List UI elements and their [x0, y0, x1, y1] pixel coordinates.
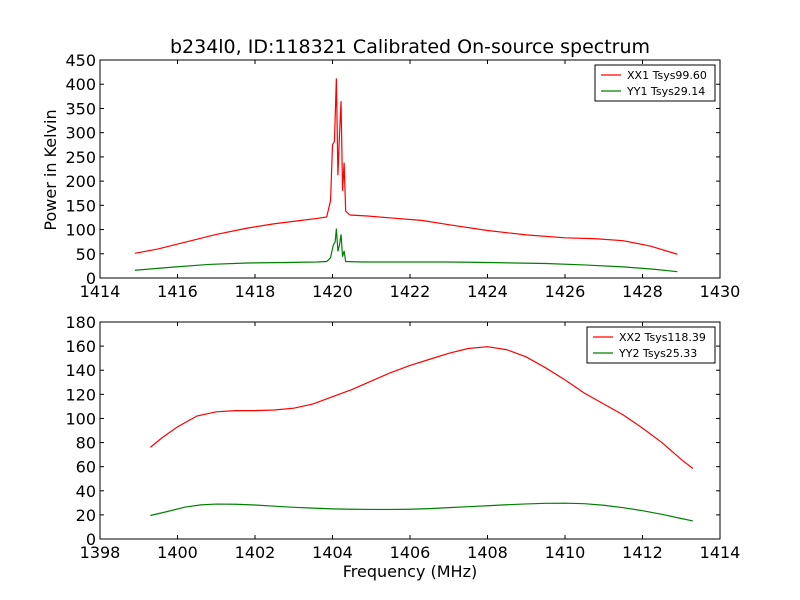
y-tick-label: 40: [76, 482, 96, 501]
x-tick-label: 1410: [545, 543, 586, 562]
x-tick-label: 1422: [390, 282, 431, 301]
y-tick-label: 160: [65, 337, 96, 356]
legend-box: [594, 64, 716, 102]
x-tick-label: 1400: [157, 543, 198, 562]
y-tick-label: 50: [76, 245, 96, 264]
legend-box: [586, 326, 716, 364]
panel-2: 1398 1400 1402 1404 1406 1408 1410 1412 1414 0 20 4…: [65, 313, 740, 562]
x-tick-label: 1414: [80, 282, 121, 301]
y-tick-label: 140: [65, 361, 96, 380]
legend-label: YY1 Tsys29.14: [626, 85, 705, 98]
y-tick-label: 350: [65, 99, 96, 118]
x-tick-label: 1428: [622, 282, 663, 301]
x-tick-label: 1416: [157, 282, 198, 301]
x-tick-label: 1406: [390, 543, 431, 562]
x-axis-label: Frequency (MHz): [343, 562, 477, 581]
y-tick-label: 200: [65, 172, 96, 191]
legend-1: XX1 Tsys99.60 YY1 Tsys29.14: [594, 64, 716, 102]
y-tick-label: 150: [65, 196, 96, 215]
x-tick-label: 1412: [622, 543, 663, 562]
y-tick-label: 80: [76, 434, 96, 453]
series-line-2-2: [150, 502, 693, 522]
y-tick-label: 180: [65, 313, 96, 332]
y-tick-label: 400: [65, 75, 96, 94]
panels-layer: 1414 1416 1418 1420 1422 1424 1426 1428 1430 0 50 1…: [65, 51, 740, 562]
y-tick-label: 60: [76, 458, 96, 477]
y-tick-label: 100: [65, 221, 96, 240]
x-tick-label: 1402: [235, 543, 276, 562]
x-tick-label: 1408: [467, 543, 508, 562]
y-tick-label: 250: [65, 148, 96, 167]
x-tick-label: 1398: [80, 543, 121, 562]
chart-title: b234l0, ID:118321 Calibrated On-source s…: [170, 36, 650, 58]
x-tick-label: 1426: [545, 282, 586, 301]
y-tick-label: 20: [76, 506, 96, 525]
y-tick-label: 0: [86, 269, 96, 288]
series-line-1-2: [134, 228, 678, 273]
legend-label: YY2 Tsys25.33: [618, 347, 697, 360]
y-tick-label: 0: [86, 530, 96, 549]
series-line-1-1: [134, 78, 678, 255]
x-tick-label: 1404: [312, 543, 353, 562]
legend-label: XX1 Tsys99.60: [627, 69, 707, 82]
y-axis-label: Power in Kelvin: [41, 109, 60, 230]
series-line-2-1: [149, 346, 694, 469]
y-tick-label: 100: [65, 409, 96, 428]
legend-label: XX2 Tsys118.39: [619, 331, 706, 344]
x-tick-label: 1430: [700, 282, 741, 301]
x-tick-label: 1420: [312, 282, 353, 301]
panel-1: 1414 1416 1418 1420 1422 1424 1426 1428 1430 0 50 1…: [65, 51, 740, 301]
x-tick-label: 1414: [700, 543, 741, 562]
y-tick-label: 300: [65, 124, 96, 143]
x-tick-label: 1424: [467, 282, 508, 301]
y-tick-label: 120: [65, 385, 96, 404]
y-tick-label: 450: [65, 51, 96, 70]
x-tick-label: 1418: [235, 282, 276, 301]
legend-2: XX2 Tsys118.39 YY2 Tsys25.33: [586, 326, 716, 364]
